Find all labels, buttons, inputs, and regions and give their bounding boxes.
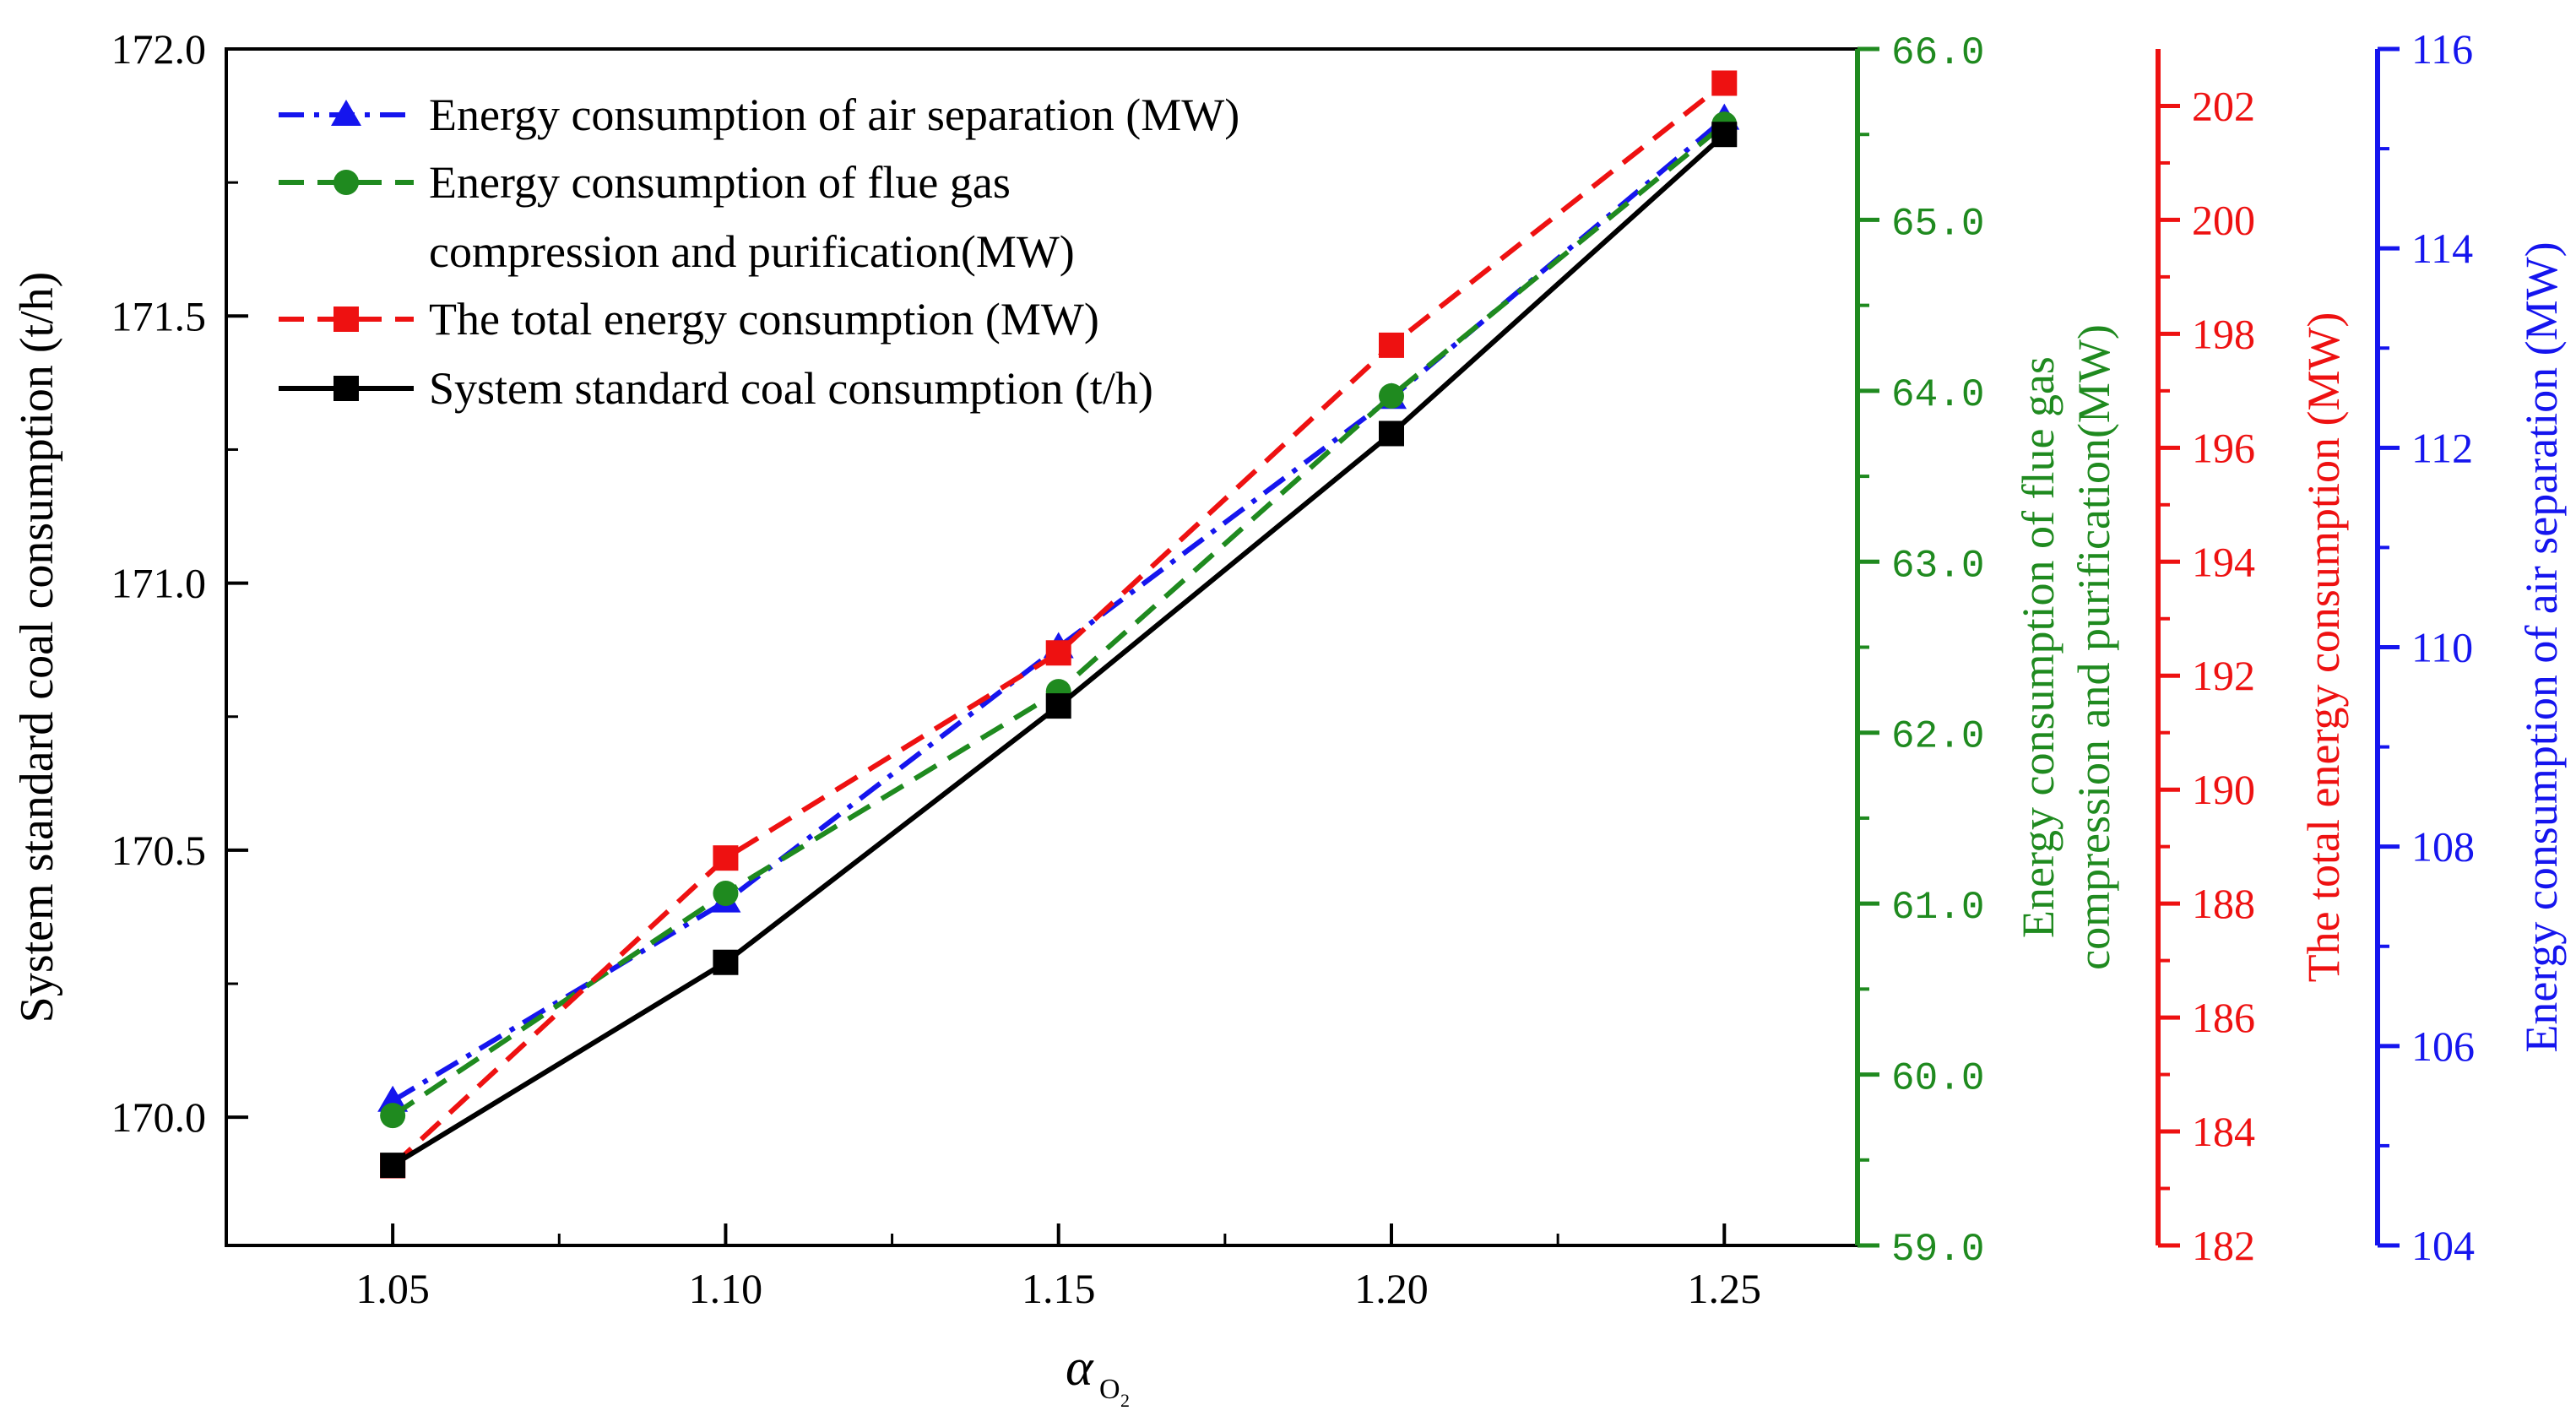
data-point-total-energy — [1379, 332, 1404, 358]
red-tick-label: 194 — [2192, 538, 2255, 585]
legend-marker-coal-consumption — [334, 376, 359, 401]
data-point-coal-consumption — [713, 949, 739, 975]
left-axis-label: System standard coal consumption (t/h) — [11, 272, 63, 1023]
blue-tick-label: 114 — [2411, 225, 2473, 272]
data-point-coal-consumption — [380, 1153, 406, 1179]
legend-label-total-energy: The total energy consumption (MW) — [429, 294, 1099, 345]
red-tick-label: 198 — [2192, 310, 2255, 357]
left-tick-label: 170.0 — [111, 1093, 207, 1141]
x-axis-label-subsubscript: 2 — [1120, 1390, 1130, 1411]
axes-group: 1.05 1.10 1.15 1.20 1.25 α O 2 170.0 170.5 171.0 17… — [11, 25, 2567, 1411]
left-tick-label: 171.5 — [111, 292, 207, 339]
legend-label-air-separation: Energy consumption of air separation (MW… — [429, 90, 1239, 140]
blue-tick-label: 116 — [2411, 25, 2473, 73]
x-axis-label-subscript: O — [1099, 1374, 1120, 1405]
green-tick-label: 60.0 — [1891, 1057, 1984, 1101]
left-tick-label: 171.0 — [111, 560, 207, 607]
blue-tick-label: 108 — [2411, 823, 2475, 871]
red-axis-label: The total energy consumption (MW) — [2298, 312, 2349, 983]
series-group — [377, 70, 1740, 1179]
green-tick-label: 61.0 — [1891, 886, 1984, 930]
blue-axis-label: Energy consumption of air separation (MW… — [2516, 241, 2567, 1052]
green-tick-label: 62.0 — [1891, 715, 1984, 759]
x-tick-label: 1.25 — [1688, 1265, 1762, 1312]
blue-tick-label: 104 — [2411, 1222, 2475, 1269]
legend: Energy consumption of air separation (MW… — [279, 90, 1239, 414]
green-axis-label-line1: Energy consumption of flue gas — [2013, 356, 2064, 938]
green-tick-label: 63.0 — [1891, 544, 1984, 588]
red-tick-label: 186 — [2192, 994, 2255, 1041]
data-point-flue-gas — [1379, 382, 1404, 409]
data-point-flue-gas — [380, 1103, 406, 1129]
data-point-flue-gas — [713, 880, 739, 906]
x-tick-label: 1.05 — [355, 1265, 430, 1312]
green-axis-label-line2: compression and purification(MW) — [2069, 324, 2119, 970]
data-point-total-energy — [1045, 640, 1071, 666]
x-tick-label: 1.10 — [689, 1265, 763, 1312]
red-tick-label: 192 — [2192, 652, 2255, 699]
green-tick-label: 59.0 — [1891, 1228, 1984, 1272]
series-line-total-energy — [391, 81, 1727, 1168]
data-point-coal-consumption — [1045, 693, 1071, 719]
data-point-total-energy — [713, 845, 739, 871]
data-point-air-separation — [377, 1085, 409, 1112]
legend-label-coal-consumption: System standard coal consumption (t/h) — [429, 363, 1153, 414]
red-tick-label: 190 — [2192, 766, 2255, 813]
legend-marker-flue-gas — [334, 170, 359, 195]
data-point-coal-consumption — [1711, 122, 1738, 148]
x-tick-label: 1.20 — [1354, 1265, 1429, 1312]
green-tick-label: 65.0 — [1891, 202, 1984, 246]
red-tick-label: 202 — [2192, 82, 2255, 129]
data-point-total-energy — [1711, 70, 1738, 96]
red-tick-label: 184 — [2192, 1108, 2255, 1155]
red-tick-label: 182 — [2192, 1222, 2255, 1269]
red-tick-label: 196 — [2192, 424, 2255, 471]
red-tick-label: 200 — [2192, 196, 2255, 243]
legend-label-flue-gas-line2: compression and purification(MW) — [429, 226, 1075, 277]
blue-tick-label: 112 — [2411, 424, 2473, 471]
blue-tick-label: 106 — [2411, 1023, 2475, 1070]
series-line-air-separation — [391, 117, 1727, 1104]
x-axis-label: α — [1066, 1339, 1094, 1397]
x-tick-label: 1.15 — [1022, 1265, 1096, 1312]
green-tick-label: 66.0 — [1891, 31, 1984, 75]
left-tick-label: 170.5 — [111, 827, 207, 874]
data-point-coal-consumption — [1379, 420, 1404, 447]
legend-marker-total-energy — [334, 307, 359, 332]
legend-label-flue-gas: Energy consumption of flue gas — [429, 157, 1011, 208]
legend-marker-air-separation — [331, 100, 361, 126]
red-tick-label: 188 — [2192, 880, 2255, 927]
blue-tick-label: 110 — [2411, 624, 2473, 671]
green-tick-label: 64.0 — [1891, 373, 1984, 417]
left-tick-label: 172.0 — [111, 25, 207, 73]
